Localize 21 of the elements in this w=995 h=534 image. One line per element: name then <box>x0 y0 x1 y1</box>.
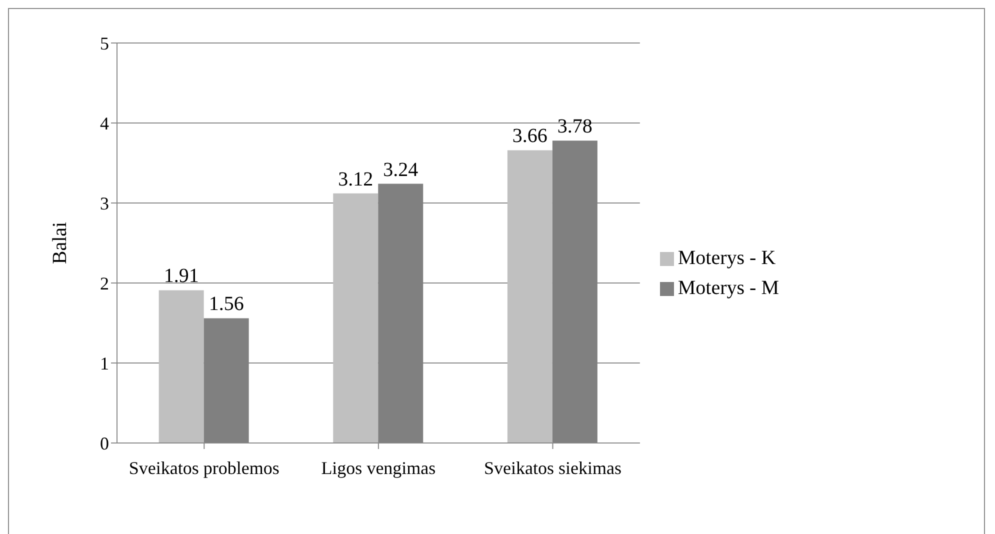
y-tick-label: 3 <box>100 193 109 214</box>
y-tick-label: 0 <box>100 433 109 454</box>
bar <box>333 193 378 443</box>
y-tick-label: 2 <box>100 273 109 294</box>
data-label: 3.78 <box>557 116 592 138</box>
data-label: 1.91 <box>164 265 199 288</box>
data-label: 3.12 <box>338 168 374 190</box>
y-axis-title: Balai <box>49 221 72 264</box>
legend-label: Moterys - K <box>678 247 776 269</box>
x-tick-label: Sveikatos siekimas <box>484 458 622 478</box>
bar <box>158 290 204 443</box>
data-label: 3.24 <box>383 158 418 181</box>
legend-label: Moterys - M <box>678 277 779 299</box>
bar <box>507 150 552 443</box>
data-label: 1.56 <box>208 293 244 316</box>
data-label: 3.66 <box>512 125 548 148</box>
x-tick-label: Ligos vengimas <box>321 458 436 478</box>
x-tick-label: Sveikatos problemos <box>128 458 280 478</box>
y-tick-label: 4 <box>100 113 109 134</box>
y-tick-label: 1 <box>100 353 109 374</box>
y-tick-label: 5 <box>100 33 109 54</box>
